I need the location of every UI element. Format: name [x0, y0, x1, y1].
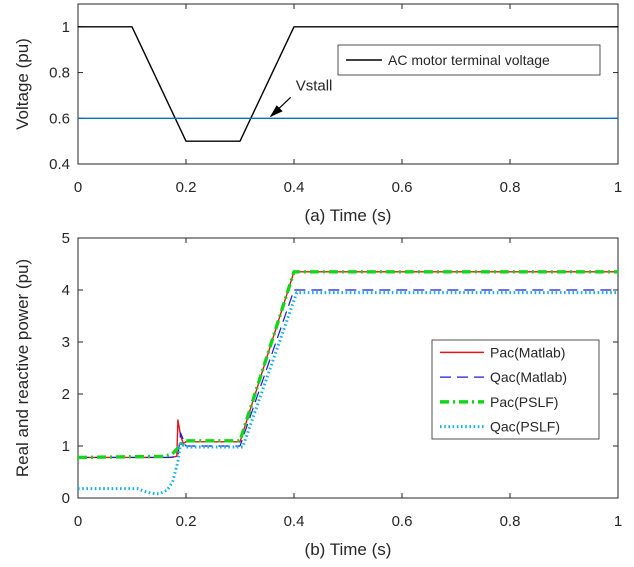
x-tick-label: 1 — [614, 513, 622, 530]
y-tick-label: 1 — [62, 438, 70, 455]
x-axis-label: (b) Time (s) — [305, 540, 392, 559]
x-tick-label: 0.2 — [176, 179, 197, 196]
x-axis-label: (a) Time (s) — [305, 206, 392, 225]
y-tick-label: 2 — [62, 386, 70, 403]
legend-label: Qac(PSLF) — [490, 419, 560, 435]
x-tick-label: 0.8 — [500, 179, 521, 196]
x-tick-label: 0 — [74, 513, 82, 530]
legend-label: Qac(Matlab) — [490, 369, 567, 385]
y-tick-label: 0.6 — [49, 110, 70, 127]
x-tick-label: 0.4 — [284, 513, 305, 530]
y-tick-label: 1 — [62, 19, 70, 36]
legend-label: Pac(PSLF) — [490, 394, 558, 410]
y-tick-label: 0 — [62, 490, 70, 507]
y-axis-label: Real and reactive power (pu) — [13, 259, 32, 477]
y-tick-label: 0.8 — [49, 65, 70, 82]
x-tick-label: 0.8 — [500, 513, 521, 530]
x-tick-label: 0 — [74, 179, 82, 196]
legend-label: AC motor terminal voltage — [388, 52, 550, 68]
x-tick-label: 0.4 — [284, 179, 305, 196]
chart-panel-b: 0 0.2 0.4 0.6 0.8 1 0 1 2 3 4 5 (b) Time (s) Real and… — [13, 230, 622, 559]
y-tick-label: 0.4 — [49, 156, 70, 173]
x-tick-label: 1 — [614, 179, 622, 196]
y-tick-label: 5 — [62, 230, 70, 247]
x-tick-label: 0.6 — [392, 179, 413, 196]
legend-label: Pac(Matlab) — [490, 344, 565, 360]
y-axis-label: Voltage (pu) — [13, 38, 32, 130]
y-tick-label: 4 — [62, 282, 70, 299]
y-tick-label: 3 — [62, 334, 70, 351]
x-tick-label: 0.6 — [392, 513, 413, 530]
chart-panel-a: 0 0.2 0.4 0.6 0.8 1 0.4 0.6 0.8 1 (a) Time (s) Volt… — [13, 4, 622, 225]
x-tick-label: 0.2 — [176, 513, 197, 530]
annotation-label: Vstall — [296, 77, 333, 94]
